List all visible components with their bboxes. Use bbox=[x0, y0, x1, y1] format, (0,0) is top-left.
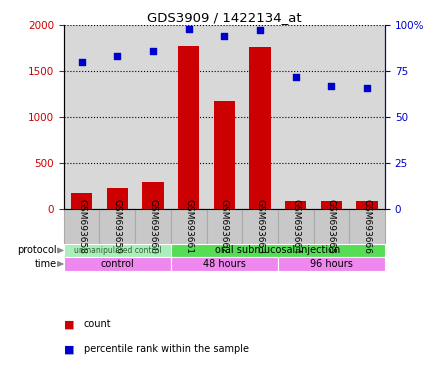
Point bbox=[257, 27, 264, 33]
FancyBboxPatch shape bbox=[206, 209, 242, 244]
Text: GSM693662: GSM693662 bbox=[220, 199, 229, 254]
Point bbox=[328, 83, 335, 89]
Bar bbox=[321, 201, 342, 209]
Text: control: control bbox=[100, 259, 134, 269]
Text: 48 hours: 48 hours bbox=[203, 259, 246, 269]
FancyBboxPatch shape bbox=[135, 209, 171, 244]
Point bbox=[185, 26, 192, 32]
Bar bbox=[356, 202, 378, 209]
FancyBboxPatch shape bbox=[314, 209, 349, 244]
Point bbox=[221, 33, 228, 39]
FancyBboxPatch shape bbox=[349, 209, 385, 244]
Bar bbox=[106, 188, 128, 209]
Bar bbox=[249, 47, 271, 209]
FancyBboxPatch shape bbox=[278, 209, 314, 244]
Point bbox=[150, 48, 157, 54]
FancyBboxPatch shape bbox=[99, 209, 135, 244]
Bar bbox=[71, 193, 92, 209]
Bar bbox=[285, 200, 307, 209]
Text: GSM693661: GSM693661 bbox=[184, 199, 193, 254]
Text: GSM693658: GSM693658 bbox=[77, 199, 86, 254]
FancyBboxPatch shape bbox=[171, 209, 206, 244]
Text: GSM693666: GSM693666 bbox=[363, 199, 372, 254]
Text: GSM693664: GSM693664 bbox=[291, 199, 300, 254]
FancyBboxPatch shape bbox=[171, 257, 278, 271]
Text: protocol: protocol bbox=[17, 245, 57, 255]
Bar bbox=[142, 182, 164, 209]
Text: GSM693660: GSM693660 bbox=[149, 199, 158, 254]
Text: ■: ■ bbox=[64, 319, 74, 329]
Point bbox=[114, 53, 121, 60]
FancyBboxPatch shape bbox=[171, 244, 385, 257]
FancyBboxPatch shape bbox=[64, 244, 171, 257]
Title: GDS3909 / 1422134_at: GDS3909 / 1422134_at bbox=[147, 11, 302, 24]
Text: GSM693663: GSM693663 bbox=[256, 199, 264, 254]
Text: count: count bbox=[84, 319, 111, 329]
Text: ■: ■ bbox=[64, 344, 74, 354]
Text: unmanipulated control: unmanipulated control bbox=[73, 246, 161, 255]
Text: GSM693665: GSM693665 bbox=[327, 199, 336, 254]
Point bbox=[78, 59, 85, 65]
FancyBboxPatch shape bbox=[242, 209, 278, 244]
FancyBboxPatch shape bbox=[64, 257, 171, 271]
FancyBboxPatch shape bbox=[64, 209, 99, 244]
FancyBboxPatch shape bbox=[278, 257, 385, 271]
Point bbox=[363, 84, 370, 91]
Point bbox=[292, 73, 299, 79]
Bar bbox=[178, 46, 199, 209]
Text: percentile rank within the sample: percentile rank within the sample bbox=[84, 344, 249, 354]
Text: oral submucosal injection: oral submucosal injection bbox=[215, 245, 341, 255]
Text: time: time bbox=[34, 259, 57, 269]
Bar bbox=[214, 101, 235, 209]
Text: 96 hours: 96 hours bbox=[310, 259, 353, 269]
Text: GSM693659: GSM693659 bbox=[113, 199, 122, 254]
